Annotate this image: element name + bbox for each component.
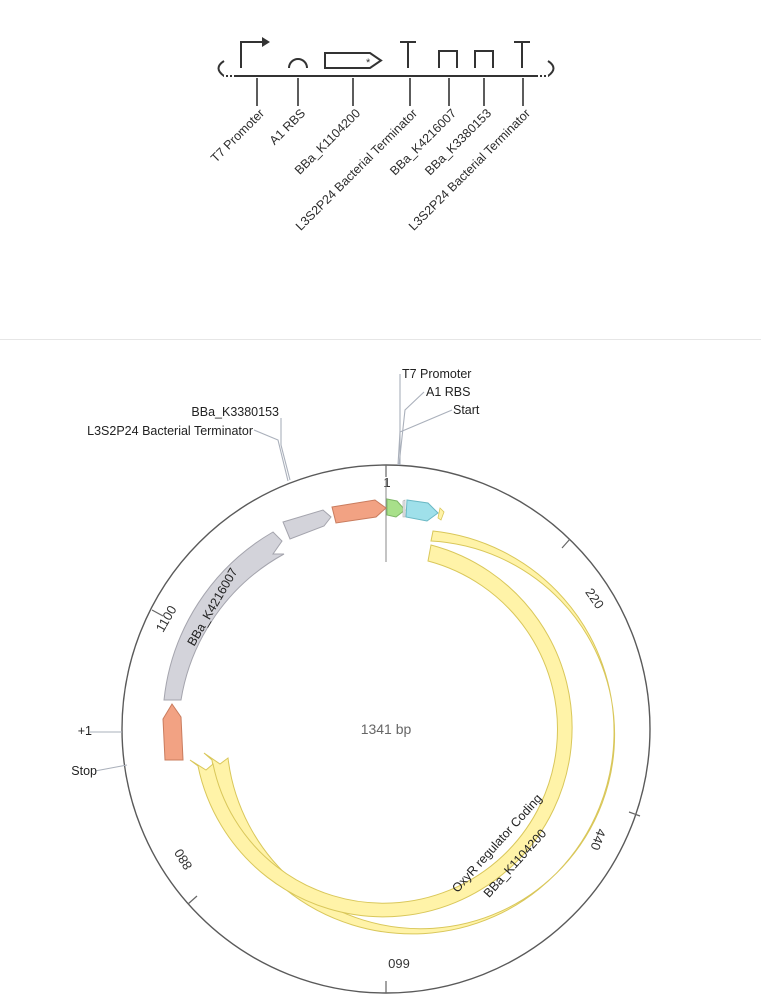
spacer-glyph-2 [474, 50, 494, 68]
backbone-line [217, 60, 555, 77]
annotation-leader [280, 418, 291, 481]
annotation-leader [253, 429, 289, 482]
sbol-label-t7-promoter: T7 Promoter [208, 106, 267, 165]
terminator-glyph-2 [514, 41, 530, 68]
feature-start[interactable] [405, 499, 439, 522]
annotation-label-start: Start [453, 403, 480, 417]
promoter-glyph [240, 41, 263, 68]
feature-oxyr-regulator[interactable] [189, 544, 573, 918]
annotation-leader [398, 391, 425, 466]
tick-label-1100: 1100 [153, 603, 180, 635]
tick-label-440: 440 [587, 827, 609, 853]
plasmid-length-label: 1341 bp [361, 721, 412, 737]
tick-label-1: 1 [383, 475, 390, 490]
tick-mark [628, 811, 641, 817]
tick-mark [561, 538, 571, 549]
annotation-label-bba-k3380153: BBa_K3380153 [191, 405, 279, 419]
tick-mark [187, 895, 198, 905]
tick-label-880: 880 [171, 846, 195, 872]
feature-bba-k3380153[interactable] [282, 509, 332, 540]
spacer-glyph-1 [438, 50, 458, 68]
sbol-construct: * T7 Promoter A1 RBS BBa_K1104200 L3S2P2… [208, 37, 555, 233]
annotation-leaders-top [90, 374, 453, 772]
cds-star-icon: * [366, 57, 371, 69]
feature-small-marker[interactable] [437, 507, 445, 521]
feature-bba-k1104200[interactable] [203, 530, 616, 935]
tick-label-660: 660 [388, 956, 410, 971]
annotation-label-plus-one: +1 [78, 724, 92, 738]
tick-label-220: 220 [582, 585, 607, 611]
feature-terminator-left[interactable] [162, 703, 184, 761]
terminator-glyph-1 [400, 41, 416, 68]
feature-t7-promoter[interactable] [386, 498, 406, 518]
annotation-leader [397, 409, 453, 466]
feature-terminator-top[interactable] [331, 499, 387, 524]
annotation-label-terminator: L3S2P24 Bacterial Terminator [87, 424, 253, 438]
annotation-label-stop: Stop [71, 764, 97, 778]
annotation-leader [94, 764, 128, 772]
tick-mark [151, 609, 164, 617]
tick-marks [151, 465, 641, 993]
feature-a1-rbs[interactable] [402, 499, 406, 518]
plasmid-map: 1 220 440 660 880 1100 T7 Promoter A1 RB… [71, 367, 651, 994]
feature-label-bba-k4216007: BBa_K4216007 [185, 566, 241, 649]
sbol-label-a1-rbs: A1 RBS [267, 106, 308, 147]
leader-lines [256, 78, 524, 106]
cds-glyph [324, 52, 383, 69]
rbs-glyph [288, 58, 308, 69]
promoter-arrowhead [262, 37, 270, 47]
annotation-label-a1-rbs: A1 RBS [426, 385, 470, 399]
annotation-label-t7-promoter: T7 Promoter [402, 367, 471, 381]
feature-bba-k4216007[interactable] [163, 531, 285, 701]
